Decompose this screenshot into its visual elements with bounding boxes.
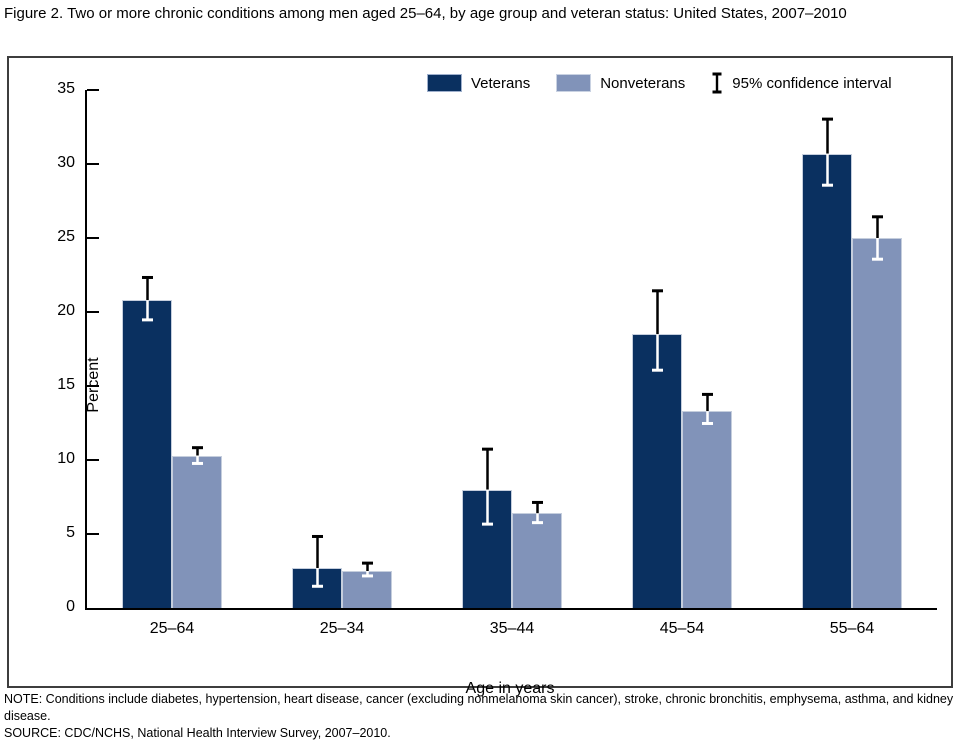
bar-veterans-55-64: [802, 153, 852, 608]
y-tick-label-25: 25: [57, 228, 75, 245]
footnotes: NOTE: Conditions include diabetes, hyper…: [4, 691, 956, 742]
x-tick-label-45-54: 45–54: [659, 620, 705, 637]
nonveterans-swatch-icon: [556, 74, 592, 92]
bar-nonveterans-25-64: [172, 455, 222, 608]
y-tick-30: [87, 163, 99, 165]
legend: Veterans Nonveterans 95% confidence inte…: [427, 72, 892, 94]
y-tick-label-20: 20: [57, 302, 75, 319]
y-tick-label-5: 5: [66, 524, 75, 541]
y-tick-label-35: 35: [57, 80, 75, 97]
bar-nonveterans-35-44: [512, 513, 562, 608]
y-tick-label-0: 0: [66, 598, 75, 615]
y-tick-5: [87, 533, 99, 535]
y-tick-label-15: 15: [57, 376, 75, 393]
legend-item-veterans: Veterans: [427, 74, 530, 92]
bar-veterans-45-54: [632, 334, 682, 608]
legend-veterans-label: Veterans: [471, 74, 531, 92]
x-tick-label-25-34: 25–34: [319, 620, 365, 637]
legend-nonveterans-label: Nonveterans: [600, 74, 686, 92]
x-tick-label-55-64: 55–64: [829, 620, 875, 637]
note-text: NOTE: Conditions include diabetes, hyper…: [4, 692, 954, 723]
y-tick-10: [87, 459, 99, 461]
bar-veterans-25-64: [122, 300, 172, 608]
error-bar-icon: [712, 72, 722, 94]
legend-item-nonveterans: Nonveterans: [556, 74, 685, 92]
plot-area: Percent 0 5 10 15 20 25 30 35 25–64 25–34 35–44 45–…: [57, 80, 937, 637]
chart-frame: Veterans Nonveterans 95% confidence inte…: [7, 56, 953, 697]
figure-title: Figure 2. Two or more chronic conditions…: [4, 5, 847, 22]
veterans-swatch-icon: [427, 74, 462, 92]
x-axis-title: Age in years: [465, 680, 555, 697]
bar-nonveterans-55-64: [852, 238, 902, 608]
x-tick-label-25-64: 25–64: [149, 620, 195, 637]
y-tick-label-10: 10: [57, 450, 75, 467]
legend-item-ci: 95% confidence interval: [711, 72, 892, 94]
source-text: SOURCE: CDC/NCHS, National Health Interv…: [4, 725, 391, 740]
y-tick-25: [87, 237, 99, 239]
y-tick-15: [87, 385, 99, 387]
y-tick-35: [87, 89, 99, 91]
x-tick-label-35-44: 35–44: [489, 620, 535, 637]
y-tick-label-30: 30: [57, 154, 75, 171]
bar-nonveterans-45-54: [682, 411, 732, 608]
error-bars-layer: [142, 117, 883, 588]
y-tick-20: [87, 311, 99, 313]
legend-ci-label: 95% confidence interval: [732, 74, 892, 92]
